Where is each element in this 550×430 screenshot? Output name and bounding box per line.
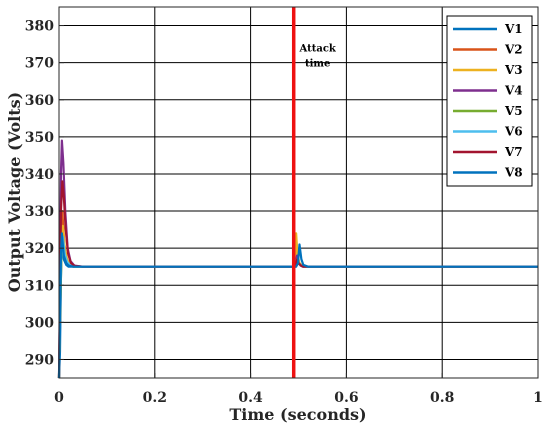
- y-tick-label: 320: [25, 241, 54, 257]
- x-tick-label: 0.6: [334, 390, 358, 406]
- x-tick-label: 0.8: [430, 390, 454, 406]
- legend-label: V4: [504, 84, 523, 98]
- series-line-v8: [57, 232, 538, 379]
- legend-label: V1: [504, 22, 523, 36]
- y-tick-label: 310: [25, 278, 54, 294]
- annotation-layer: Attack time: [291, 7, 337, 378]
- x-tick-label: 0.2: [143, 390, 167, 406]
- x-tick-label: 0: [54, 390, 64, 406]
- y-tick-label: 370: [25, 56, 54, 72]
- legend-label: V6: [504, 125, 523, 139]
- y-tick-label: 300: [25, 315, 54, 331]
- legend: V1 V2 V3 V4 V5 V6 V7 V8: [446, 15, 533, 187]
- legend-label: V7: [504, 145, 523, 159]
- axis-ticks: 0 0.2 0.4 0.6 0.8 1 290 300 310 320 330 340 350 360 37…: [25, 19, 543, 406]
- y-tick-label: 360: [25, 93, 54, 109]
- y-tick-label: 340: [25, 167, 54, 183]
- x-tick-label: 1: [533, 390, 543, 406]
- attack-time-label: time: [305, 59, 330, 70]
- legend-label: V8: [504, 166, 523, 180]
- legend-label: V3: [504, 63, 523, 77]
- plot-frame: [58, 6, 539, 379]
- x-axis-title: Time (seconds): [229, 405, 366, 424]
- series-layer: [57, 139, 538, 379]
- y-tick-label: 290: [25, 352, 54, 368]
- legend-label: V5: [504, 104, 523, 118]
- y-tick-label: 330: [25, 204, 54, 220]
- x-tick-label: 0.4: [238, 390, 263, 406]
- legend-label: V2: [504, 43, 523, 57]
- y-tick-label: 350: [25, 130, 54, 146]
- y-axis-title: Output Voltage (Volts): [5, 92, 24, 292]
- attack-time-label: Attack: [299, 44, 337, 55]
- legend-box: [446, 15, 533, 187]
- y-tick-label: 380: [25, 19, 54, 35]
